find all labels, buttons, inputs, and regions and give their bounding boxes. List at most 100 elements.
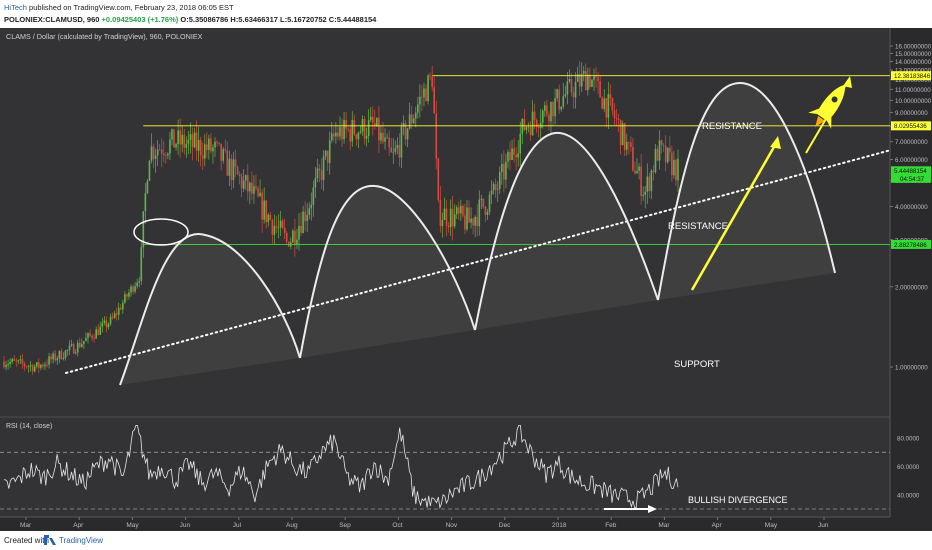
candle-body — [242, 180, 245, 189]
candle-body — [267, 214, 270, 223]
time-tick-label: Feb — [605, 522, 617, 529]
divergence-arrow-head — [648, 505, 657, 513]
target-arrow[interactable] — [690, 139, 780, 291]
candle-body — [640, 166, 642, 196]
cycle-arc[interactable] — [474, 131, 659, 331]
candle-body — [527, 126, 530, 128]
candle-body — [390, 147, 392, 153]
candle-body — [599, 81, 601, 98]
candle-body — [113, 313, 116, 318]
candle-body — [628, 142, 630, 143]
candle-body — [142, 211, 145, 248]
candle-body — [558, 89, 560, 110]
candle-body — [445, 208, 448, 226]
candle-body — [529, 126, 532, 136]
candle-body — [5, 365, 7, 368]
candle-body — [240, 176, 243, 189]
price-tick-label: 1.00000000 — [895, 365, 928, 372]
candle-body — [140, 247, 143, 282]
candle-body — [173, 129, 175, 148]
candle-body — [251, 182, 253, 194]
cycle-arc[interactable] — [657, 81, 836, 301]
candle-body — [62, 358, 65, 360]
rocket-arrow-head — [843, 76, 852, 88]
time-tick-label: Nov — [446, 522, 458, 529]
candle-body — [296, 239, 298, 245]
price-marker-label: 8.02955436 — [894, 123, 927, 130]
candle-body — [441, 219, 444, 226]
time-tick-label: Sep — [339, 522, 351, 529]
candle-body — [539, 122, 542, 129]
rsi-line[interactable] — [3, 424, 679, 510]
candle-body — [191, 134, 194, 148]
peak-highlight-ellipse[interactable] — [133, 218, 189, 246]
candle-body — [91, 335, 93, 339]
countdown-label: 04:54:37 — [900, 176, 925, 183]
candle-body — [117, 307, 120, 315]
price-tick-label: 15.00000000 — [895, 51, 932, 58]
candle-body — [193, 132, 196, 148]
author-link[interactable]: HiTech — [4, 3, 27, 12]
candle-body — [7, 364, 9, 366]
candle-body — [275, 225, 278, 228]
candle-body — [386, 137, 388, 139]
candle-body — [302, 211, 304, 233]
candle-body — [234, 159, 237, 167]
candle-body — [128, 292, 130, 297]
candle-body — [56, 358, 59, 361]
candle-body — [122, 302, 124, 310]
candle-body — [42, 364, 44, 367]
candle-body — [222, 149, 225, 161]
candle-body — [60, 350, 63, 360]
candle-body — [72, 344, 75, 354]
candle-body — [68, 345, 71, 350]
time-axis: Mar Apr May Jun Jul Aug Sep Oct Nov Dec 2018 Feb Mar… — [0, 516, 932, 531]
candle-body — [531, 111, 534, 136]
price-tick-label: 7.00000000 — [895, 139, 928, 146]
rocket-window — [831, 96, 838, 103]
candle-body — [365, 136, 368, 139]
candle-body — [488, 194, 491, 212]
candle-body — [617, 118, 620, 121]
cycle-arc[interactable] — [299, 184, 476, 359]
candle-body — [89, 333, 91, 336]
cycle-fill — [300, 185, 475, 358]
candle-body — [126, 294, 128, 297]
candle-body — [314, 178, 317, 188]
candle-body — [513, 148, 515, 155]
tradingview-brand[interactable]: TradingView — [59, 536, 104, 545]
candle-body — [400, 126, 403, 158]
candle-body — [214, 141, 216, 148]
candle-body — [322, 156, 325, 181]
candle-body — [312, 187, 315, 205]
candle-body — [544, 105, 546, 111]
candle-body — [570, 79, 573, 93]
candle-body — [138, 281, 141, 283]
candle-body — [197, 140, 200, 151]
candle-body — [78, 342, 81, 348]
time-tick-label: May — [765, 522, 778, 529]
rsi-tick-label: 80.0000 — [897, 436, 920, 443]
candle-body — [25, 366, 28, 368]
candle-body — [550, 102, 552, 122]
candle-body — [470, 218, 472, 223]
candle-body — [335, 132, 337, 137]
candle-body — [224, 149, 227, 151]
candle-body — [595, 76, 597, 78]
candle-body — [435, 113, 438, 159]
price-chart[interactable]: 1.000000002.000000003.000000004.00000000… — [0, 28, 932, 531]
candle-body — [330, 133, 333, 141]
candle-body — [474, 216, 476, 226]
candle-body — [66, 349, 69, 351]
candle-body — [220, 143, 222, 161]
time-tick-label: May — [126, 522, 139, 529]
candle-body — [81, 343, 83, 348]
candle-body — [218, 142, 220, 144]
ascending-trendline[interactable] — [65, 149, 891, 374]
candle-body — [74, 352, 77, 354]
candle-body — [292, 230, 294, 243]
cycle-arc[interactable] — [119, 232, 301, 386]
price-tick-label: 10.00000000 — [895, 98, 932, 105]
candle-body — [183, 134, 186, 148]
candle-body — [246, 175, 249, 192]
